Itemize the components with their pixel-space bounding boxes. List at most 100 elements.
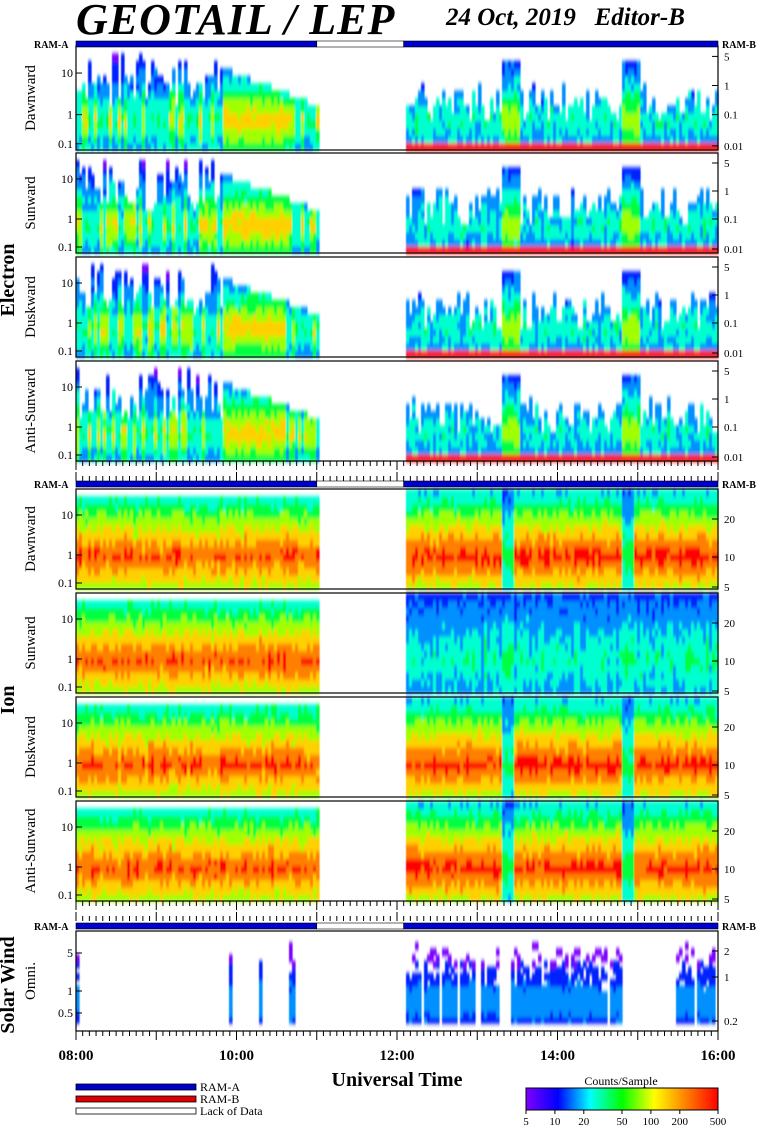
right-tick-label: 0.01 [724, 348, 743, 360]
left-tick-label: 0.1 [58, 240, 73, 254]
right-tick-label: 5 [724, 790, 730, 802]
left-tick-label: 10 [61, 612, 73, 626]
right-tick-label: 5 [724, 894, 730, 906]
left-tick-label: 0.1 [58, 680, 73, 694]
right-tick-label: 2 [724, 946, 730, 958]
legend-swatch [75, 1083, 197, 1091]
ram-segment [403, 480, 719, 488]
ram-segment [403, 40, 719, 48]
time-ticks-ion [75, 901, 719, 921]
right-tick-label: 0.1 [724, 422, 738, 434]
colorbar-tick-label: 5 [523, 1116, 529, 1128]
left-tick-label: 1 [67, 108, 73, 122]
x-tick-label: 12:00 [380, 1048, 415, 1064]
spectrogram-cells [76, 53, 719, 151]
left-tick-label: 1 [67, 652, 73, 666]
panel-electron-anti-sunward: 10 1 0.1 5 1 0.1 0.01 Anti-Sunward [23, 360, 743, 464]
right-tick-label: 0.1 [724, 110, 738, 122]
right-tick-label: 1 [724, 81, 730, 93]
right-tick-label: 5 [724, 366, 730, 378]
page-subtitle: 24 Oct, 2019 Editor-B [446, 4, 685, 31]
left-tick-label: 10 [61, 820, 73, 834]
ram-a-label: RAM-A [34, 480, 69, 491]
left-tick-label: 5 [67, 946, 73, 960]
x-tick-label: 16:00 [701, 1048, 736, 1064]
x-tick-label: 10:00 [219, 1048, 254, 1064]
time-ticks-electron [75, 461, 719, 481]
legend-label: RAM-A [200, 1080, 240, 1094]
left-tick-label: 0.1 [58, 888, 73, 902]
ram-b-label: RAM-B [722, 480, 756, 491]
right-tick-label: 1 [724, 186, 730, 198]
right-tick-label: 10 [724, 552, 736, 564]
ram-strip: RAM-A RAM-B [34, 40, 756, 51]
panel-label: Duskward [23, 716, 39, 778]
ram-strip: RAM-A RAM-B [34, 922, 756, 933]
left-tick-label: 0.1 [58, 344, 73, 358]
left-tick-label: 10 [61, 276, 73, 290]
right-tick-label: 1 [724, 972, 730, 984]
panel-ion-sunward: 10 1 0.1 20 10 5 Sunward [23, 592, 736, 698]
left-tick-label: 1 [67, 984, 73, 998]
colorbar-tick-label: 200 [672, 1116, 689, 1128]
spectrogram-cells [76, 264, 719, 358]
colorbar-tick-label: 100 [643, 1116, 660, 1128]
panel-ion-anti-sunward: 10 1 0.1 20 10 5 Anti-Sunward [23, 800, 736, 906]
panel-label: Dawnward [23, 506, 39, 572]
panel-label: Omni. [23, 962, 39, 1000]
left-tick-label: 1 [67, 316, 73, 330]
legend-label: RAM-B [200, 1092, 239, 1106]
x-tick-label: 08:00 [59, 1048, 94, 1064]
colorbar-title: Counts/Sample [584, 1074, 657, 1088]
panel-frame [75, 696, 719, 798]
spectrogram-cells [76, 593, 719, 694]
colorbar-tick-label: 500 [710, 1116, 727, 1128]
panel-label: Sunward [23, 616, 39, 670]
left-tick-label: 1 [67, 212, 73, 226]
right-tick-label: 0.1 [724, 318, 738, 330]
group-label: Electron [0, 244, 19, 317]
x-axis-label: Universal Time [332, 1069, 463, 1091]
panel-label: Anti-Sunward [23, 808, 39, 893]
group-label: Ion [0, 686, 19, 715]
x-axis: 08:00 10:00 12:00 14:00 16:00 Universal Time [59, 1048, 736, 1091]
right-tick-label: 5 [724, 582, 730, 594]
right-tick-label: 10 [724, 760, 736, 772]
spectrogram-cells [76, 368, 719, 462]
panel-ion-duskward: 10 1 0.1 20 10 5 Duskward [23, 696, 736, 802]
ram-strip: RAM-A RAM-B [34, 480, 756, 491]
right-tick-label: 1 [724, 290, 730, 302]
right-tick-label: 1 [724, 394, 730, 406]
right-tick-label: 0.01 [724, 244, 743, 256]
spectrogram-cells [76, 489, 719, 590]
ram-segment [75, 40, 318, 48]
colorbar-tick-label: 10 [549, 1116, 561, 1128]
panel-frame [75, 488, 719, 590]
panel-frame [75, 152, 719, 254]
ram-segment [316, 480, 404, 488]
colorbar-tick-label: 20 [578, 1116, 590, 1128]
left-tick-label: 0.1 [58, 784, 73, 798]
colorbar-gradient [525, 1087, 719, 1111]
panel-label: Sunward [23, 176, 39, 230]
spectrogram-cells [76, 160, 719, 254]
panel-frame [75, 592, 719, 694]
right-tick-label: 5 [724, 51, 730, 63]
left-tick-label: 10 [61, 716, 73, 730]
page-title: GEOTAIL / LEP [76, 0, 396, 44]
left-tick-label: 0.1 [58, 137, 73, 151]
left-tick-label: 1 [67, 860, 73, 874]
panel-electron-dawnward: 10 1 0.1 5 1 0.1 0.01 Dawnward [23, 45, 743, 153]
colorbar: Counts/Sample 5 10 20 50 100 200 500 [523, 1074, 727, 1128]
panel-ion-dawnward: 10 1 0.1 20 10 5 Dawnward [23, 488, 736, 594]
left-tick-label: 0.5 [58, 1006, 73, 1020]
spectrogram-cells [76, 697, 719, 798]
left-tick-label: 1 [67, 548, 73, 562]
colorbar-tick-label: 50 [617, 1116, 629, 1128]
right-tick-label: 10 [724, 864, 736, 876]
ram-segment [75, 922, 318, 930]
panel-electron-duskward: 10 1 0.1 5 1 0.1 0.01 Duskward [23, 256, 743, 360]
left-tick-label: 10 [61, 508, 73, 522]
